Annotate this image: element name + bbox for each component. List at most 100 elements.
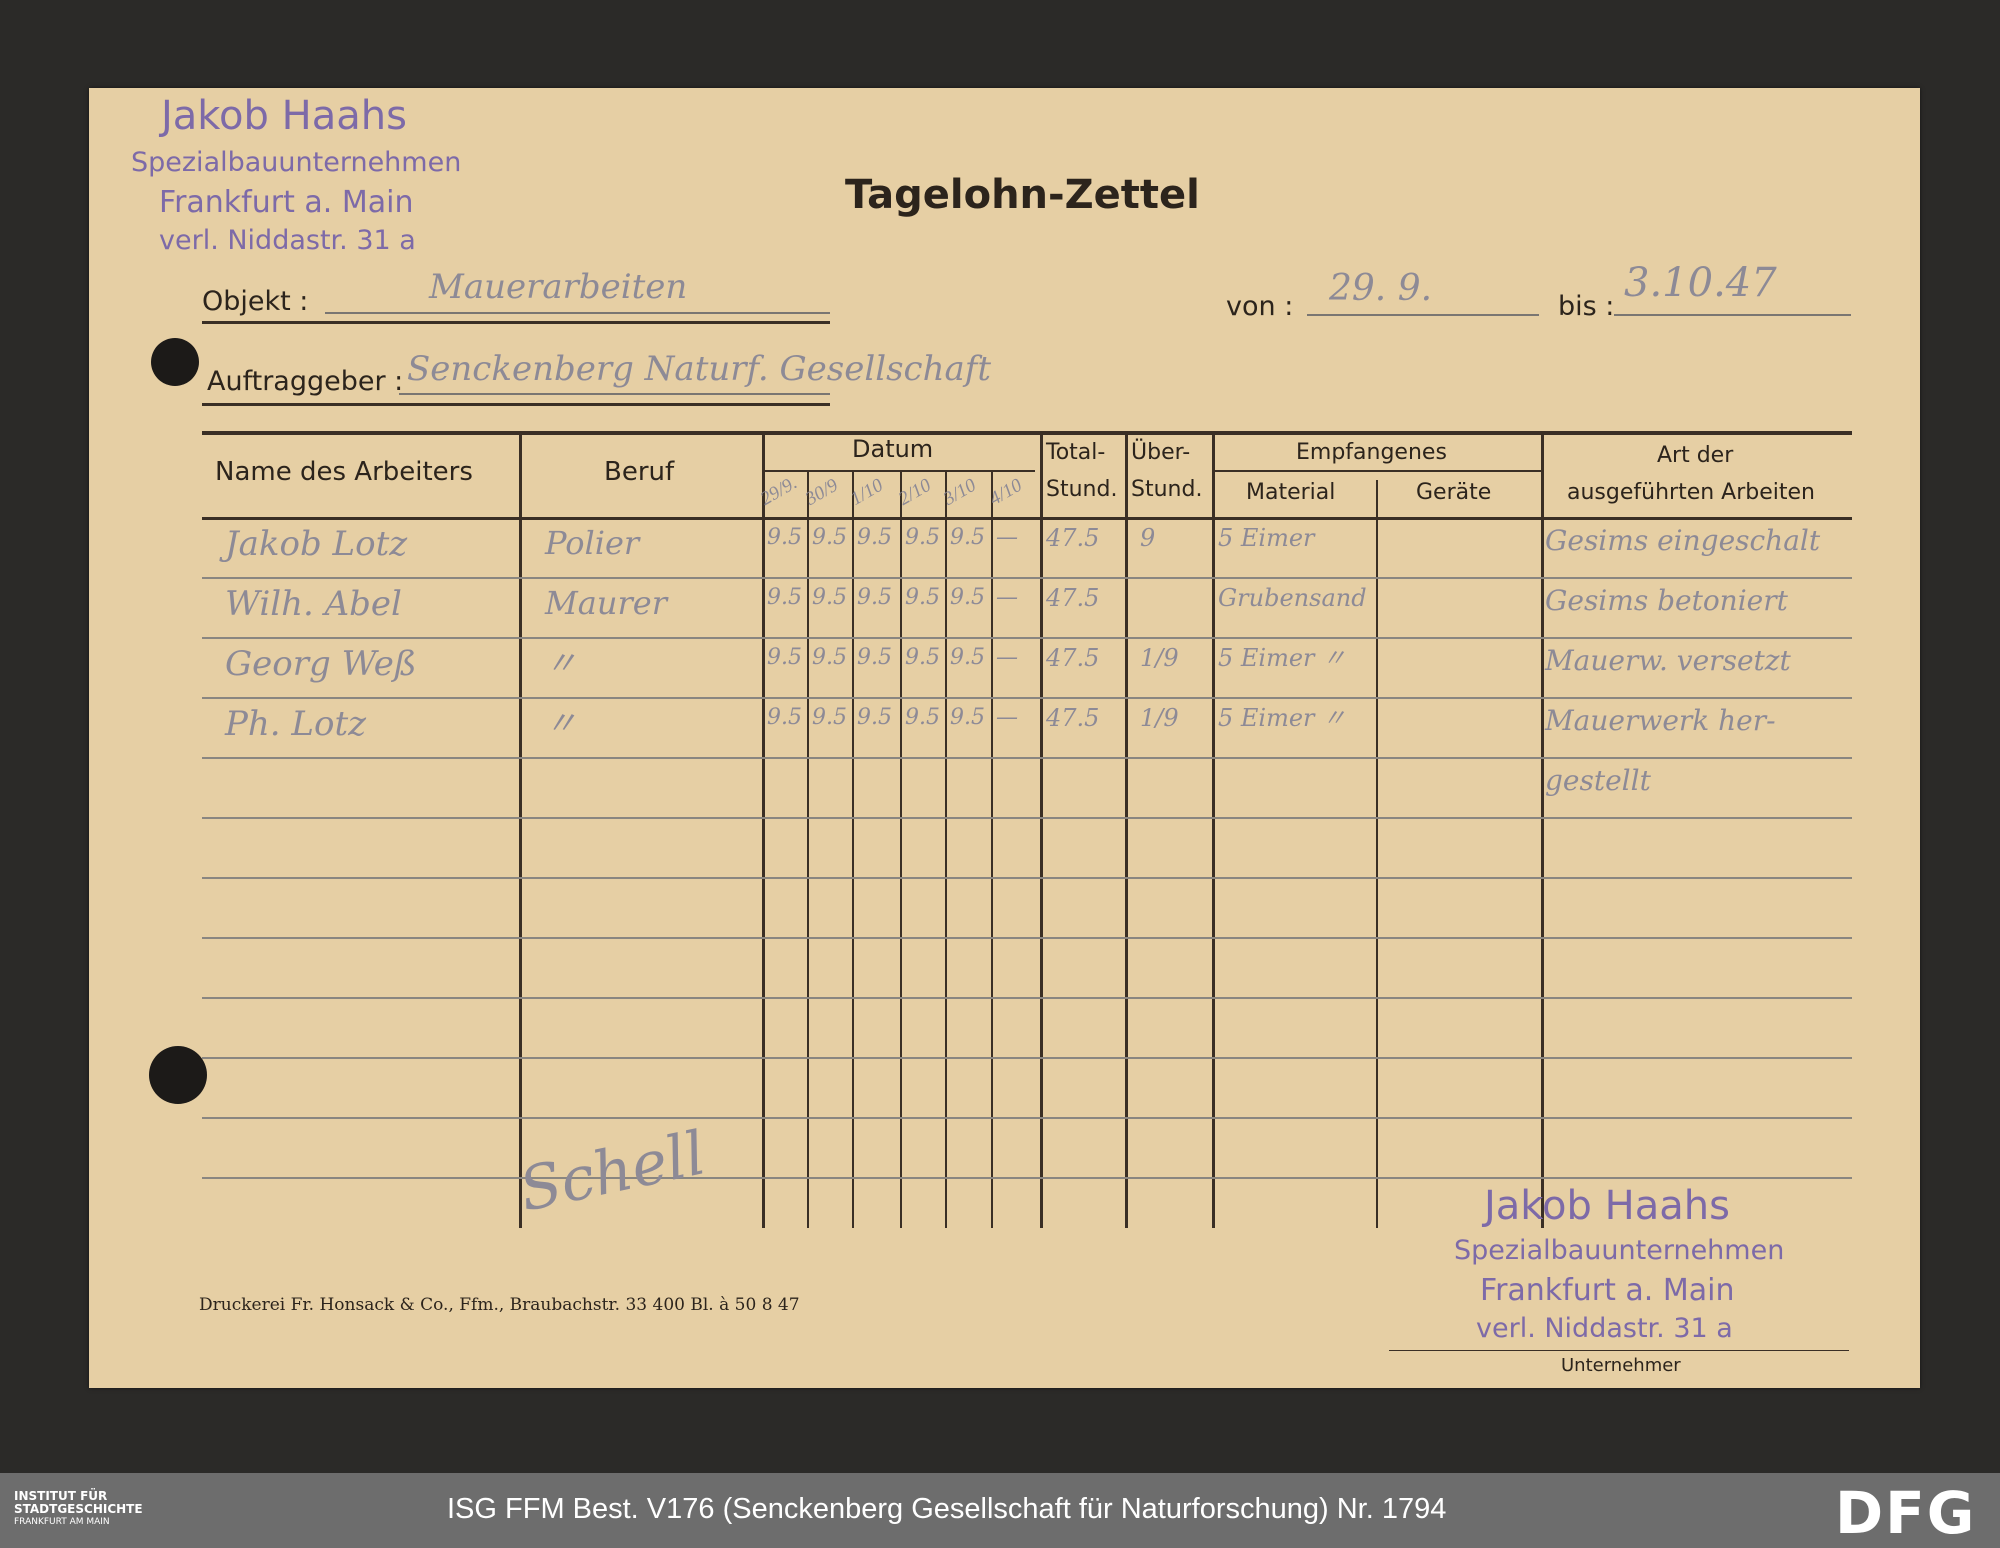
header-geraete: Geräte: [1416, 480, 1492, 505]
archive-footer-bar: INSTITUT FÜR STADTGESCHICHTE FRANKFURT A…: [0, 1473, 2000, 1548]
day-hours: 9.5: [767, 645, 802, 670]
day-hours: 9.5: [950, 705, 985, 730]
day-hours: 9.5: [812, 525, 847, 550]
total-hours: 47.5: [1046, 524, 1100, 552]
row-line: [202, 577, 1852, 579]
stamp-bottom-line1: Spezialbauunternehmen: [1454, 1235, 1785, 1266]
column-divider: [1040, 431, 1043, 1228]
work-description: gestellt: [1545, 764, 1651, 797]
date-column-divider: [945, 472, 947, 1228]
institute-logo: INSTITUT FÜR STADTGESCHICHTE FRANKFURT A…: [14, 1490, 143, 1529]
overtime-hours: 1/9: [1140, 644, 1179, 672]
day-hours: 9.5: [905, 525, 940, 550]
printer-line: Druckerei Fr. Honsack & Co., Ffm., Braub…: [199, 1295, 800, 1315]
row-line: [202, 697, 1852, 699]
bis-value: 3.10.47: [1624, 260, 1777, 306]
institute-line2: STADTGESCHICHTE: [14, 1502, 143, 1516]
von-label: von :: [1226, 291, 1294, 322]
header-rule: [202, 517, 1852, 520]
date-column-divider: [807, 472, 809, 1228]
bis-label: bis :: [1558, 291, 1615, 322]
day-hours: 9.5: [905, 645, 940, 670]
header-material: Material: [1246, 480, 1336, 505]
header-art: Art der: [1657, 443, 1734, 468]
worker-name: Wilh. Abel: [225, 584, 402, 624]
document-page: Jakob Haahs Spezialbauunternehmen Frankf…: [89, 88, 1920, 1388]
material: 5 Eimer 〃: [1218, 644, 1347, 672]
row-line: [202, 877, 1852, 879]
stamp-company-name: Jakob Haahs: [161, 93, 407, 139]
institute-line1: INSTITUT FÜR: [14, 1489, 108, 1503]
row-line: [202, 757, 1852, 759]
day-hours: 9.5: [767, 585, 802, 610]
day-hours: 9.5: [950, 525, 985, 550]
header-beruf: Beruf: [604, 457, 675, 487]
header-ueber-2: Stund.: [1131, 477, 1203, 502]
row-line: [202, 937, 1852, 939]
column-divider: [1541, 431, 1544, 1228]
stamp-line1: Spezialbauunternehmen: [131, 147, 462, 178]
header-total-2: Stund.: [1046, 477, 1118, 502]
day-hours: 9.5: [857, 645, 892, 670]
day-hours: —: [996, 585, 1018, 610]
row-line: [202, 817, 1852, 819]
table-top-rule: [202, 431, 1852, 435]
column-divider: [1212, 431, 1215, 1228]
work-description: Mauerw. versetzt: [1545, 644, 1791, 677]
day-hours: 9.5: [950, 585, 985, 610]
day-hours: 9.5: [767, 525, 802, 550]
row-line: [202, 1177, 1852, 1179]
header-empfangenes: Empfangenes: [1296, 440, 1447, 465]
row-line: [202, 997, 1852, 999]
day-hours: —: [996, 705, 1018, 730]
stamp-line3: verl. Niddastr. 31 a: [159, 225, 416, 256]
day-hours: 9.5: [857, 585, 892, 610]
objekt-label: Objekt :: [202, 286, 309, 317]
worker-beruf: Polier: [545, 524, 640, 562]
archive-caption: ISG FFM Best. V176 (Senckenberg Gesellsc…: [447, 1493, 1447, 1525]
worker-beruf: Maurer: [545, 584, 667, 622]
row-line: [202, 637, 1852, 639]
stamp-bottom-line2: Frankfurt a. Main: [1480, 1273, 1735, 1308]
worker-name: Ph. Lotz: [225, 704, 367, 744]
header-ueber: Über-: [1131, 440, 1191, 465]
row-line: [202, 1057, 1852, 1059]
header-name: Name des Arbeiters: [215, 457, 473, 487]
worker-beruf: 〃: [545, 704, 578, 742]
header-total: Total-: [1046, 440, 1106, 465]
auftraggeber-label: Auftraggeber :: [207, 366, 404, 397]
worker-name: Jakob Lotz: [225, 524, 408, 564]
dfg-logo: DFG: [1835, 1479, 1977, 1547]
date-column-divider: [900, 472, 902, 1228]
date-column-divider: [852, 472, 854, 1228]
stamp-line2: Frankfurt a. Main: [159, 185, 414, 220]
day-hours: 9.5: [950, 645, 985, 670]
day-hours: 9.5: [767, 705, 802, 730]
date-column-divider: [991, 472, 993, 1228]
column-divider: [519, 431, 522, 1228]
day-hours: 9.5: [812, 705, 847, 730]
work-description: Gesims eingeschalt: [1545, 524, 1821, 557]
day-hours: 9.5: [905, 705, 940, 730]
auftraggeber-value: Senckenberg Naturf. Gesellschaft: [407, 349, 992, 389]
total-hours: 47.5: [1046, 584, 1100, 612]
day-hours: —: [996, 645, 1018, 670]
punch-hole: [149, 1046, 207, 1104]
header-datum: Datum: [852, 435, 934, 463]
material: Grubensand: [1218, 584, 1367, 612]
stamp-bottom-line3: verl. Niddastr. 31 a: [1476, 1313, 1733, 1344]
datum-rule: [762, 470, 1035, 472]
day-hours: 9.5: [905, 585, 940, 610]
page-title: Tagelohn-Zettel: [845, 172, 1200, 218]
institute-line3: FRANKFURT AM MAIN: [14, 1517, 110, 1527]
header-art-2: ausgeführten Arbeiten: [1567, 480, 1815, 505]
stamp-bottom-name: Jakob Haahs: [1484, 1183, 1730, 1229]
total-hours: 47.5: [1046, 644, 1100, 672]
row-line: [202, 1117, 1852, 1119]
worker-name: Georg Weß: [225, 644, 417, 684]
total-hours: 47.5: [1046, 704, 1100, 732]
signature: Schell: [513, 1118, 712, 1226]
von-value: 29. 9.: [1329, 268, 1433, 309]
day-hours: 9.5: [812, 645, 847, 670]
work-description: Mauerwerk her-: [1545, 704, 1776, 737]
